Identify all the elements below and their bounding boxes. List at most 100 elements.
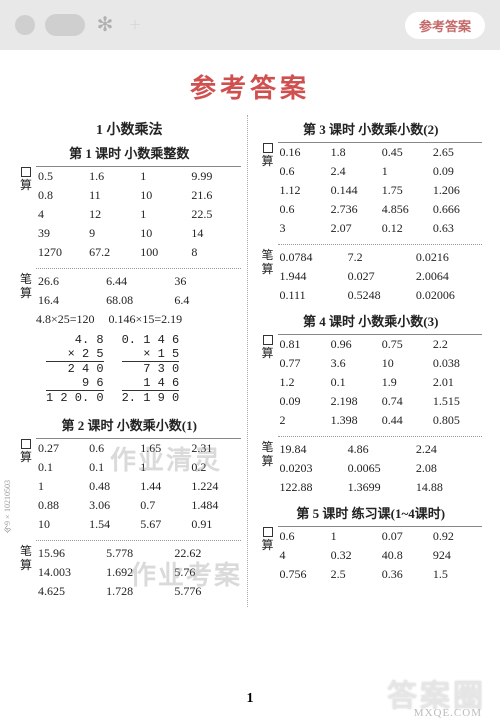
cell: 68.08 (104, 293, 172, 308)
cell: 0.6 (278, 164, 329, 179)
lesson-3-title: 第 3 课时 小数乘小数(2) (260, 119, 483, 138)
cell: 1.12 (278, 183, 329, 198)
left-column: 1 小数乘法 第 1 课时 小数乘整数 算 0.51.619.99 0.8111… (18, 115, 248, 607)
l2-kousuan-grid: 0.270.61.652.31 0.10.110.2 10.481.441.22… (36, 438, 241, 534)
cell: 0.7 (138, 498, 189, 513)
cell: 15.96 (36, 546, 104, 561)
cell: 3.06 (87, 498, 138, 513)
cell: 1.692 (104, 565, 172, 580)
cell: 0.92 (431, 529, 482, 544)
cell: 0.44 (380, 413, 431, 428)
cell: 1 (138, 207, 189, 222)
cell: 0.81 (278, 337, 329, 352)
lesson2-bisuan-block: 笔算 15.965.77822.62 14.0031.6925.76 4.625… (18, 544, 241, 601)
cell: 2.31 (189, 441, 240, 456)
cell: 5.778 (104, 546, 172, 561)
cell: 5.76 (172, 565, 240, 580)
lesson1-bisuan-block: 笔算 26.66.4436 16.468.086.4 4.8×25=120 0.… (18, 272, 241, 409)
cell: 1.8 (329, 145, 380, 160)
kousuan-label: 算 (18, 166, 34, 192)
cell: 0.16 (278, 145, 329, 160)
cell: 0.2 (189, 460, 240, 475)
cell: 22.62 (172, 546, 240, 561)
l5-kousuan-grid: 0.610.070.92 40.3240.8924 0.7562.50.361.… (278, 526, 483, 584)
cell: 4.856 (380, 202, 431, 217)
bisuan-label: 笔算 (18, 544, 34, 572)
deco-cloud-icon (45, 14, 85, 36)
cell: 14.88 (414, 480, 482, 495)
long-mult-pair: 4. 8 × 2 5 2 4 0 9 6 1 2 0. 0 0. 1 4 6 ×… (46, 333, 241, 405)
cell: 26.6 (36, 274, 104, 289)
cell: 0.1 (87, 460, 138, 475)
lesson-5-title: 第 5 课时 练习课(1~4课时) (260, 503, 483, 522)
cell: 0.32 (329, 548, 380, 563)
cell: 0.09 (431, 164, 482, 179)
page-title: 参考答案 (0, 68, 500, 105)
cell: 0.0065 (346, 461, 414, 476)
lesson-1-title: 第 1 课时 小数乘整数 (18, 143, 241, 162)
cell: 0.27 (36, 441, 87, 456)
cell: 0.027 (346, 269, 414, 284)
long-mult-right: 0. 1 4 6 × 1 5 7 3 0 1 4 6 2. 1 9 0 (122, 333, 180, 405)
cell: 16.4 (36, 293, 104, 308)
cell: 0.6 (278, 529, 329, 544)
cell: 0.02006 (414, 288, 482, 303)
content-columns: 1 小数乘法 第 1 课时 小数乘整数 算 0.51.619.99 0.8111… (0, 115, 500, 607)
cell: 0.96 (329, 337, 380, 352)
cell: 1.398 (329, 413, 380, 428)
cell: 21.6 (189, 188, 240, 203)
cell: 1.206 (431, 183, 482, 198)
cell: 1.515 (431, 394, 482, 409)
divider (278, 436, 483, 437)
kousuan-label: 算 (18, 438, 34, 464)
l3-bisuan-grid: 0.07847.20.0216 1.9440.0272.0064 0.1110.… (278, 248, 483, 305)
cell: 2.07 (329, 221, 380, 236)
cell: 2.65 (431, 145, 482, 160)
cell: 0.88 (36, 498, 87, 513)
cell: 1 (380, 164, 431, 179)
kousuan-label: 算 (260, 526, 276, 552)
cell: 2.5 (329, 567, 380, 582)
cell: 10 (138, 226, 189, 241)
cell: 1.944 (278, 269, 346, 284)
cell: 1.65 (138, 441, 189, 456)
lesson3-kousuan-block: 算 0.161.80.452.65 0.62.410.09 1.120.1441… (260, 142, 483, 238)
cell: 0.1 (329, 375, 380, 390)
cell: 1270 (36, 245, 87, 260)
cell: 0.63 (431, 221, 482, 236)
cell: 100 (138, 245, 189, 260)
cell: 5.776 (172, 584, 240, 599)
cell: 8 (189, 245, 240, 260)
cell: 1.9 (380, 375, 431, 390)
l2-bisuan-grid: 15.965.77822.62 14.0031.6925.76 4.6251.7… (36, 544, 241, 601)
lesson-4-title: 第 4 课时 小数乘小数(3) (260, 311, 483, 330)
lesson5-kousuan-block: 算 0.610.070.92 40.3240.8924 0.7562.50.36… (260, 526, 483, 584)
right-column: 第 3 课时 小数乘小数(2) 算 0.161.80.452.65 0.62.4… (256, 115, 483, 607)
cell: 0.8 (36, 188, 87, 203)
bisuan-label: 笔算 (260, 440, 276, 468)
l4-kousuan-grid: 0.810.960.752.2 0.773.6100.038 1.20.11.9… (278, 334, 483, 430)
cell: 11 (87, 188, 138, 203)
cell: 3 (278, 221, 329, 236)
cell: 0.805 (431, 413, 482, 428)
bisuan-label: 笔算 (18, 272, 34, 300)
cell: 0.0203 (278, 461, 346, 476)
cell: 67.2 (87, 245, 138, 260)
lesson4-bisuan-block: 笔算 19.844.862.24 0.02030.00652.08 122.88… (260, 440, 483, 497)
cell: 0.666 (431, 202, 482, 217)
cell: 10 (138, 188, 189, 203)
cell: 0.0784 (278, 250, 346, 265)
cell: 1.728 (104, 584, 172, 599)
cell: 0.5 (36, 169, 87, 184)
cell: 1.224 (189, 479, 240, 494)
cell: 10 (380, 356, 431, 371)
cell: 0.36 (380, 567, 431, 582)
lesson-2-title: 第 2 课时 小数乘小数(1) (18, 415, 241, 434)
cell: 1.54 (87, 517, 138, 532)
cell: 2.198 (329, 394, 380, 409)
deco-plus-icon: + (125, 15, 145, 35)
divider (36, 268, 241, 269)
cell: 6.4 (172, 293, 240, 308)
cell: 0.75 (380, 337, 431, 352)
side-code: 今9×10210503 (2, 480, 13, 533)
